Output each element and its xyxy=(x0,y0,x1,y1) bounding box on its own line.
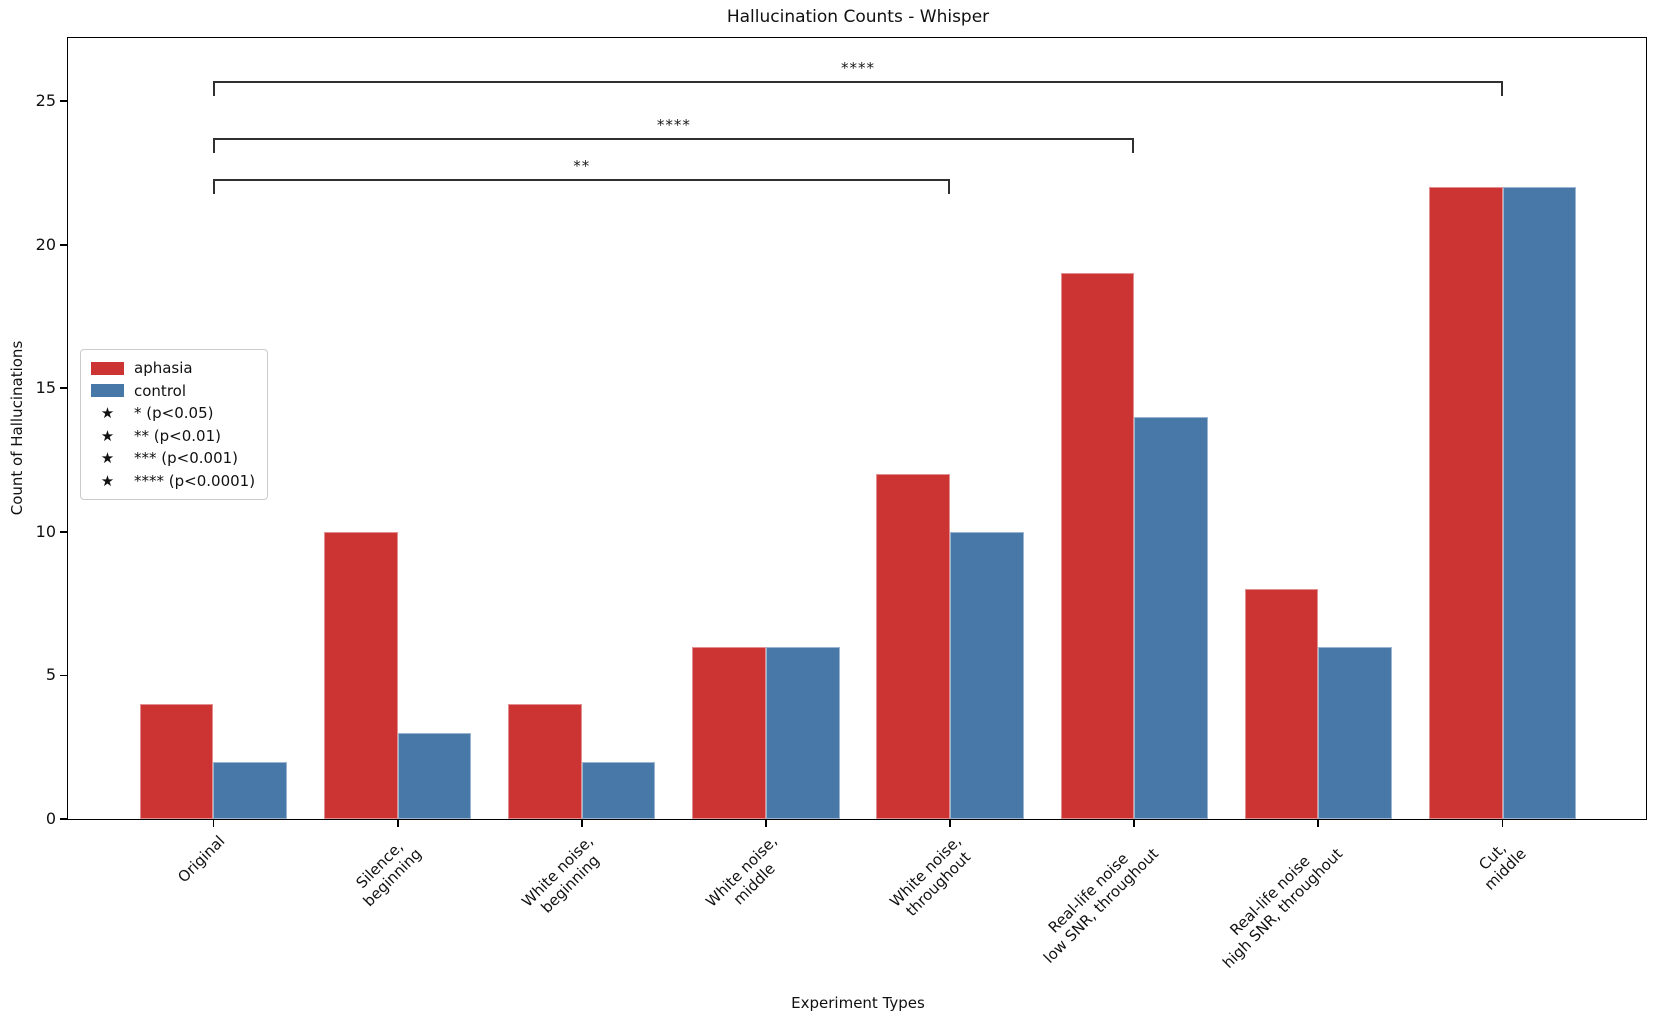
significance-label-1: **** xyxy=(656,116,691,135)
chart-title: Hallucination Counts - Whisper xyxy=(726,7,990,27)
bar-control-1 xyxy=(397,732,472,819)
y-tick-label: 0 xyxy=(45,809,56,828)
x-tick-label-7: Cut, middle xyxy=(1475,839,1530,894)
legend-row-5: ★ **** (p<0.0001) xyxy=(91,470,255,493)
legend-row-0: aphasia xyxy=(91,357,255,380)
bar-aphasia-7 xyxy=(1428,187,1503,819)
y-tick-label: 20 xyxy=(35,234,56,254)
y-tick-label: 25 xyxy=(35,91,56,111)
legend-label: aphasia xyxy=(134,359,193,378)
legend-row-3: ★ ** (p<0.01) xyxy=(91,425,255,448)
legend-row-4: ★ *** (p<0.001) xyxy=(91,447,255,470)
legend: aphasia control ★ * (p<0.05) ★ ** (p<0.01) ★ **… xyxy=(80,349,269,500)
legend-label: ** (p<0.01) xyxy=(134,426,221,445)
significance-bracket-2 xyxy=(213,81,1503,97)
x-tick-label-4: White noise, throughout xyxy=(886,832,975,920)
star-icon: ★ xyxy=(100,471,115,490)
y-tick-label: 5 xyxy=(45,665,56,685)
bar-control-3 xyxy=(765,646,840,819)
x-tick-label-0: Original xyxy=(173,832,229,887)
x-tick-mark xyxy=(1501,819,1504,827)
bar-control-5 xyxy=(1134,417,1208,819)
bar-control-0 xyxy=(213,761,288,819)
x-tick-mark xyxy=(212,819,215,827)
legend-label: *** (p<0.001) xyxy=(134,449,239,468)
x-tick-label-6: Real-life noise high SNR, throughout xyxy=(1218,844,1346,972)
bar-control-6 xyxy=(1318,646,1393,819)
legend-row-2: ★ * (p<0.05) xyxy=(91,402,255,425)
x-tick-label-5: Real-life noise low SNR, throughout xyxy=(1039,844,1162,967)
y-tick-mark xyxy=(60,674,68,677)
legend-swatch-control xyxy=(91,384,124,398)
y-tick-mark xyxy=(60,387,68,390)
significance-bracket-0 xyxy=(213,178,951,194)
bar-aphasia-2 xyxy=(508,704,582,819)
legend-label: **** (p<0.0001) xyxy=(134,471,256,490)
y-tick-mark xyxy=(60,818,68,820)
x-tick-label-1: Silence, beginning xyxy=(352,837,426,911)
bar-aphasia-3 xyxy=(692,646,766,819)
y-tick-label: 10 xyxy=(35,521,56,541)
bar-aphasia-0 xyxy=(139,704,214,819)
bar-control-4 xyxy=(950,531,1024,819)
legend-row-1: control xyxy=(91,380,255,403)
x-tick-mark xyxy=(765,819,767,827)
star-icon: ★ xyxy=(100,449,115,468)
x-tick-label-2: White noise, beginning xyxy=(517,832,603,917)
significance-label-0: ** xyxy=(573,156,591,175)
significance-label-2: **** xyxy=(840,59,875,78)
x-tick-label-3: White noise, middle xyxy=(702,832,781,911)
x-tick-mark xyxy=(1133,819,1136,827)
y-tick-mark xyxy=(60,100,68,103)
bar-control-7 xyxy=(1502,187,1577,819)
y-tick-label: 15 xyxy=(35,378,56,398)
x-tick-mark xyxy=(396,819,399,827)
significance-bracket-1 xyxy=(213,138,1135,154)
legend-label: control xyxy=(134,381,186,400)
bar-aphasia-5 xyxy=(1060,273,1135,819)
bar-aphasia-6 xyxy=(1244,589,1319,819)
x-tick-mark xyxy=(1317,819,1320,827)
bar-aphasia-4 xyxy=(876,474,951,819)
star-icon: ★ xyxy=(100,404,115,423)
x-tick-mark xyxy=(949,819,951,827)
star-icon: ★ xyxy=(100,426,115,445)
y-tick-mark xyxy=(60,530,68,533)
bar-aphasia-1 xyxy=(323,531,398,819)
bar-control-2 xyxy=(581,761,656,819)
plot-area-border xyxy=(67,37,1647,820)
y-axis-label: Count of Hallucinations xyxy=(8,340,26,516)
y-tick-mark xyxy=(60,243,68,246)
legend-label: * (p<0.05) xyxy=(134,404,214,423)
legend-swatch-aphasia xyxy=(91,361,124,375)
x-axis-label: Experiment Types xyxy=(791,994,925,1012)
x-tick-mark xyxy=(580,819,583,827)
